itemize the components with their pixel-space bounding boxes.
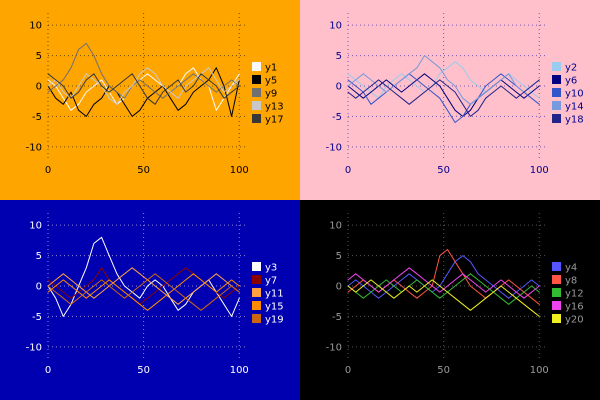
legend-label-y7: y7 [265, 276, 277, 287]
series-line-y13 [47, 67, 240, 105]
legend-swatch-y1 [252, 62, 261, 71]
y-tick-label: -5 [32, 312, 42, 323]
series-line-y18 [347, 79, 540, 117]
x-tick-label: 0 [345, 165, 351, 176]
legend-label-y13: y13 [265, 102, 284, 113]
legend-swatch-y9 [252, 88, 261, 97]
series-line-y4 [347, 255, 540, 299]
legend-label-y6: y6 [565, 76, 577, 87]
legend-label-y17: y17 [265, 115, 284, 126]
chart-panel-top-right: -10 -5 0 5 10 0 50 100 y2 y6 y10 y14 y18 [300, 0, 600, 200]
legend-label-y4: y4 [565, 263, 577, 274]
legend-swatch-y15 [252, 301, 261, 310]
series-line-y6 [347, 73, 540, 117]
legend-label-y11: y11 [265, 289, 284, 300]
y-tick-label: 5 [336, 251, 342, 262]
legend-label-y15: y15 [265, 302, 284, 313]
y-tick-label: 0 [336, 82, 342, 93]
x-tick-label: 100 [230, 365, 249, 376]
legend-swatch-y2 [552, 62, 561, 71]
y-tick-label: 5 [36, 51, 42, 62]
legend-swatch-y13 [252, 101, 261, 110]
chart-panel-top-left: -10 -5 0 5 10 0 50 100 y1 y5 y9 y13 y17 [0, 0, 300, 200]
y-tick-label: 10 [329, 21, 342, 32]
legend-swatch-y10 [552, 88, 561, 97]
x-tick-label: 100 [530, 365, 549, 376]
legend-swatch-y20 [552, 314, 561, 323]
series-line-y15 [47, 273, 240, 311]
y-tick-label: -10 [326, 142, 342, 153]
legend-swatch-y14 [552, 101, 561, 110]
y-tick-label: 10 [329, 221, 342, 232]
legend-label-y1: y1 [265, 63, 277, 74]
legend-label-y20: y20 [565, 315, 584, 326]
y-tick-label: 5 [336, 51, 342, 62]
legend-swatch-y18 [552, 114, 561, 123]
y-tick-label: 0 [36, 82, 42, 93]
y-tick-label: 10 [29, 21, 42, 32]
legend-label-y19: y19 [265, 315, 284, 326]
legend-label-y16: y16 [565, 302, 584, 313]
chart-panel-bottom-left: -10 -5 0 5 10 0 50 100 y3 y7 y11 y15 y19 [0, 200, 300, 400]
x-tick-label: 0 [45, 165, 51, 176]
series-line-y19 [47, 273, 240, 311]
x-tick-label: 50 [137, 365, 150, 376]
y-tick-label: -5 [332, 112, 342, 123]
legend-label-y18: y18 [565, 115, 584, 126]
y-tick-label: -10 [26, 142, 42, 153]
legend-swatch-y4 [552, 262, 561, 271]
legend-swatch-y17 [252, 114, 261, 123]
series-line-y20 [347, 279, 540, 317]
legend-label-y2: y2 [565, 63, 577, 74]
series-line-y17 [47, 73, 240, 105]
legend-swatch-y8 [552, 275, 561, 284]
x-tick-label: 100 [230, 165, 249, 176]
x-tick-label: 50 [437, 365, 450, 376]
y-tick-label: 0 [336, 282, 342, 293]
legend-swatch-y19 [252, 314, 261, 323]
legend-label-y9: y9 [265, 89, 277, 100]
x-tick-label: 50 [437, 165, 450, 176]
x-tick-label: 0 [45, 365, 51, 376]
series-line-y10 [347, 73, 540, 123]
legend-swatch-y5 [252, 75, 261, 84]
y-tick-label: 10 [29, 221, 42, 232]
series-line-y9 [47, 42, 240, 99]
series-line-y14 [347, 55, 540, 105]
legend-swatch-y16 [552, 301, 561, 310]
x-tick-label: 100 [530, 165, 549, 176]
y-tick-label: -10 [326, 342, 342, 353]
series-line-y12 [347, 273, 540, 305]
y-tick-label: -5 [332, 312, 342, 323]
legend-swatch-y6 [552, 75, 561, 84]
y-tick-label: -10 [26, 342, 42, 353]
legend-label-y8: y8 [565, 276, 577, 287]
y-tick-label: 0 [36, 282, 42, 293]
y-tick-label: 5 [36, 251, 42, 262]
legend-swatch-y7 [252, 275, 261, 284]
series-line-y5 [47, 67, 240, 117]
x-tick-label: 0 [345, 365, 351, 376]
legend-label-y10: y10 [565, 89, 584, 100]
x-tick-label: 50 [137, 165, 150, 176]
series-line-y11 [47, 267, 240, 305]
y-tick-label: -5 [32, 112, 42, 123]
legend-label-y3: y3 [265, 263, 277, 274]
legend-label-y14: y14 [565, 102, 584, 113]
chart-panel-bottom-right: -10 -5 0 5 10 0 50 100 y4 y8 y12 y16 y20 [300, 200, 600, 400]
legend-swatch-y12 [552, 288, 561, 297]
legend-swatch-y3 [252, 262, 261, 271]
legend-label-y12: y12 [565, 289, 584, 300]
legend-swatch-y11 [252, 288, 261, 297]
legend-label-y5: y5 [265, 76, 277, 87]
